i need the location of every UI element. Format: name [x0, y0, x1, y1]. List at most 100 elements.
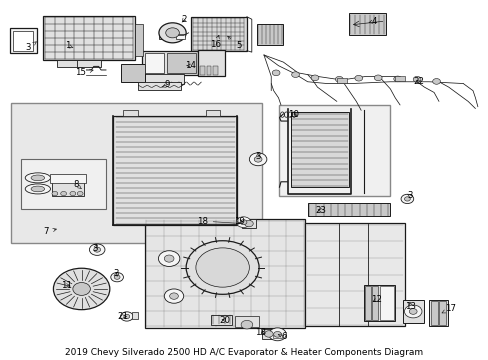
Text: 17: 17: [441, 304, 455, 313]
Circle shape: [412, 76, 420, 82]
Bar: [438, 301, 445, 325]
Circle shape: [196, 248, 249, 287]
Text: 11: 11: [61, 281, 71, 290]
Bar: [365, 287, 370, 320]
Text: 3: 3: [406, 191, 412, 200]
Bar: [290, 112, 348, 187]
Bar: [336, 78, 346, 83]
Circle shape: [165, 28, 179, 38]
Circle shape: [70, 192, 76, 196]
Bar: [198, 50, 224, 76]
Text: 3: 3: [92, 244, 98, 253]
Text: 10: 10: [287, 111, 298, 120]
Circle shape: [169, 293, 178, 299]
Circle shape: [114, 275, 120, 279]
Bar: [213, 66, 218, 75]
Text: 2019 Chevy Silverado 2500 HD A/C Evaporator & Heater Components Diagram: 2019 Chevy Silverado 2500 HD A/C Evapora…: [65, 348, 423, 357]
Bar: [394, 76, 404, 81]
Text: 15: 15: [75, 68, 93, 77]
Circle shape: [272, 70, 280, 76]
Circle shape: [335, 76, 343, 82]
Circle shape: [240, 220, 246, 225]
Circle shape: [164, 289, 183, 303]
Ellipse shape: [31, 175, 44, 181]
Circle shape: [273, 332, 281, 337]
Bar: [379, 287, 393, 320]
Text: 22: 22: [412, 77, 423, 86]
Circle shape: [241, 320, 252, 329]
Circle shape: [408, 309, 416, 314]
Bar: [348, 13, 385, 35]
Bar: [430, 301, 437, 325]
Circle shape: [158, 251, 180, 266]
Bar: [42, 16, 135, 60]
Circle shape: [404, 305, 421, 318]
Bar: [50, 174, 86, 183]
Circle shape: [264, 331, 273, 337]
Text: 18: 18: [196, 217, 240, 226]
Bar: [159, 32, 171, 39]
Circle shape: [249, 153, 266, 166]
Text: 16: 16: [209, 35, 221, 49]
Bar: [142, 51, 198, 75]
Text: 21: 21: [117, 312, 128, 321]
Bar: [122, 110, 137, 116]
Bar: [144, 73, 183, 84]
Bar: [52, 182, 84, 196]
Bar: [11, 103, 261, 243]
Bar: [120, 64, 144, 82]
Bar: [261, 329, 276, 339]
Circle shape: [164, 255, 174, 262]
Bar: [428, 300, 447, 327]
Circle shape: [244, 220, 253, 227]
Text: 19: 19: [234, 217, 244, 226]
Text: 6: 6: [278, 332, 286, 341]
Text: 1: 1: [64, 41, 73, 50]
Circle shape: [291, 72, 299, 77]
Bar: [363, 285, 394, 321]
Text: 14: 14: [184, 61, 195, 70]
Circle shape: [236, 217, 250, 228]
Bar: [211, 315, 231, 325]
Bar: [234, 316, 259, 327]
Text: 3: 3: [25, 42, 36, 52]
Bar: [21, 158, 106, 208]
Text: 7: 7: [43, 227, 56, 236]
Text: 12: 12: [370, 295, 382, 304]
Bar: [307, 203, 389, 216]
Circle shape: [120, 312, 133, 321]
Text: 23: 23: [315, 206, 326, 215]
Bar: [305, 223, 404, 327]
Bar: [137, 82, 181, 90]
Circle shape: [77, 192, 83, 196]
Bar: [144, 53, 164, 73]
Text: 5: 5: [227, 36, 241, 50]
Bar: [10, 28, 37, 53]
Text: 4: 4: [368, 17, 377, 26]
Circle shape: [52, 192, 58, 196]
Circle shape: [123, 314, 129, 319]
Circle shape: [159, 23, 186, 43]
Bar: [242, 219, 255, 228]
Circle shape: [186, 241, 259, 294]
Bar: [256, 24, 283, 45]
Circle shape: [393, 76, 401, 82]
Bar: [272, 335, 282, 338]
Bar: [166, 53, 196, 73]
Bar: [278, 105, 389, 196]
Bar: [372, 287, 377, 320]
Circle shape: [373, 75, 381, 81]
Text: 13: 13: [405, 302, 415, 311]
Ellipse shape: [31, 186, 44, 192]
Circle shape: [111, 273, 123, 282]
Bar: [144, 219, 305, 328]
Ellipse shape: [25, 173, 50, 183]
Bar: [57, 60, 81, 67]
Text: 9: 9: [162, 81, 170, 90]
Text: 3: 3: [255, 152, 260, 161]
Bar: [13, 31, 33, 51]
Circle shape: [268, 328, 286, 341]
Circle shape: [432, 78, 440, 84]
Text: 8: 8: [73, 180, 81, 189]
Circle shape: [89, 244, 105, 255]
